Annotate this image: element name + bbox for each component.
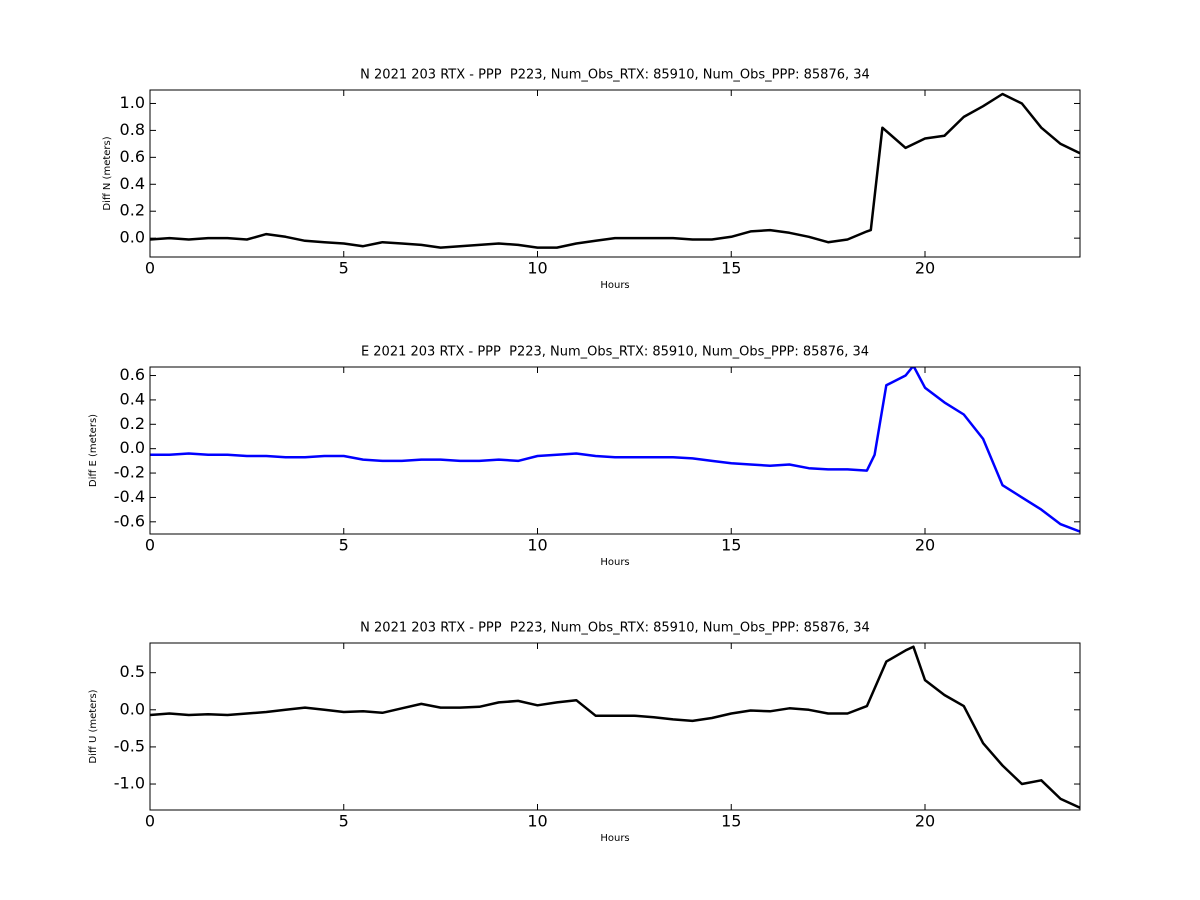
x-tick-label: 0 [145, 259, 155, 278]
chart-title: E 2021 203 RTX - PPP P223, Num_Obs_RTX: … [361, 345, 869, 360]
x-tick-label: 5 [339, 259, 349, 278]
y-tick-label: 0.8 [120, 120, 145, 139]
x-tick-label: 15 [721, 259, 741, 278]
y-tick-label: 0.4 [120, 174, 145, 193]
axes-frame [149, 366, 1081, 535]
x-axis-label: Hours [600, 280, 629, 291]
y-tick-label: 0.5 [120, 662, 145, 681]
y-tick-label: 0.0 [120, 438, 145, 457]
x-tick-label: 15 [721, 536, 741, 555]
y-tick-label: 0.6 [120, 147, 145, 166]
x-tick-label: 10 [527, 812, 547, 831]
y-tick-label: 0.0 [120, 699, 145, 718]
x-tick-label: 0 [145, 536, 155, 555]
y-tick-label: 0.0 [120, 228, 145, 247]
y-tick-label: -0.2 [114, 463, 145, 482]
plot-area [150, 92, 1080, 249]
data-line [150, 645, 1080, 809]
y-axis-label: Diff N (meters) [102, 136, 113, 210]
y-axis-label: Diff U (meters) [88, 689, 99, 763]
x-tick-label: 20 [915, 812, 935, 831]
x-tick-label: 5 [339, 536, 349, 555]
data-line [150, 92, 1080, 249]
y-tick-label: -0.6 [114, 511, 145, 530]
x-axis-label: Hours [600, 833, 629, 844]
x-tick-label: 20 [915, 536, 935, 555]
y-axis-label: Diff E (meters) [88, 414, 99, 487]
x-tick-label: 15 [721, 812, 741, 831]
y-tick-label: 0.6 [120, 365, 145, 384]
y-tick-label: 1.0 [120, 93, 145, 112]
axes-frame [149, 642, 1081, 811]
x-tick-label: 0 [145, 812, 155, 831]
y-tick-label: -0.4 [114, 487, 145, 506]
x-tick-label: 10 [527, 536, 547, 555]
x-tick-label: 10 [527, 259, 547, 278]
data-line [150, 367, 1080, 533]
axes-frame [149, 89, 1081, 258]
y-tick-label: -0.5 [114, 736, 145, 755]
y-tick-label: 0.4 [120, 389, 145, 408]
chart-title: N 2021 203 RTX - PPP P223, Num_Obs_RTX: … [360, 621, 870, 636]
x-tick-label: 5 [339, 812, 349, 831]
y-tick-label: 0.2 [120, 201, 145, 220]
y-tick-label: 0.2 [120, 414, 145, 433]
chart-title: N 2021 203 RTX - PPP P223, Num_Obs_RTX: … [360, 68, 870, 83]
x-tick-label: 20 [915, 259, 935, 278]
x-axis-label: Hours [600, 557, 629, 568]
y-tick-label: -1.0 [114, 774, 145, 793]
plot-area [150, 367, 1080, 533]
plot-area [150, 645, 1080, 809]
